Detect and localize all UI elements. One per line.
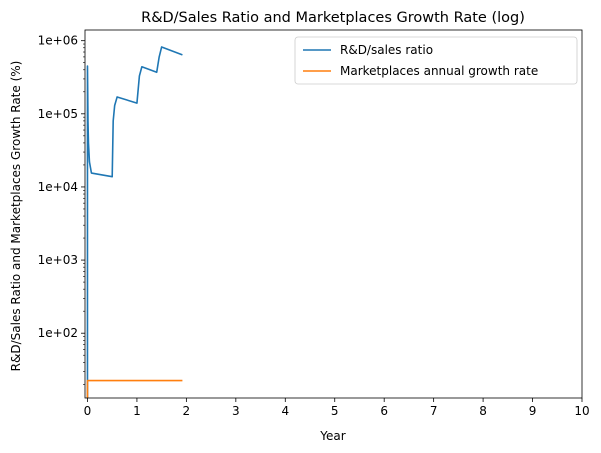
x-tick-label: 4	[281, 404, 289, 418]
y-tick-label: 1e+06	[38, 34, 78, 48]
series-line-1	[86, 379, 183, 398]
x-tick-label: 8	[479, 404, 487, 418]
y-tick-label: 1e+03	[38, 253, 78, 267]
x-tick-label: 10	[574, 404, 589, 418]
legend-box	[294, 36, 578, 85]
plot-frame	[84, 29, 583, 399]
legend: R&D/sales ratio Marketplaces annual growt…	[294, 36, 578, 85]
x-tick-label: 2	[183, 404, 191, 418]
x-tick-label: 6	[380, 404, 388, 418]
x-axis-label: Year	[319, 429, 345, 443]
y-tick-label: 1e+02	[38, 326, 78, 340]
y-tick-label: 1e+04	[38, 180, 78, 194]
legend-label: Marketplaces annual growth rate	[340, 64, 538, 78]
y-axis: 1e+02 1e+03 1e+04 1e+05 1e+06	[38, 34, 85, 385]
x-tick-label: 0	[84, 404, 92, 418]
y-axis-label: R&D/Sales Ratio and Marketplaces Growth …	[9, 61, 23, 372]
series-layer	[86, 46, 183, 398]
legend-label: R&D/sales ratio	[340, 43, 433, 57]
chart-title: R&D/Sales Ratio and Marketplaces Growth …	[141, 10, 525, 26]
x-axis: 0 1 2 3 4 5 6 7 8 9 10	[84, 398, 590, 418]
series-line-0	[86, 46, 183, 398]
x-tick-label: 1	[133, 404, 141, 418]
y-tick-label: 1e+05	[38, 107, 78, 121]
x-tick-label: 7	[430, 404, 438, 418]
x-tick-label: 5	[331, 404, 339, 418]
x-tick-label: 9	[529, 404, 537, 418]
x-tick-label: 3	[232, 404, 240, 418]
